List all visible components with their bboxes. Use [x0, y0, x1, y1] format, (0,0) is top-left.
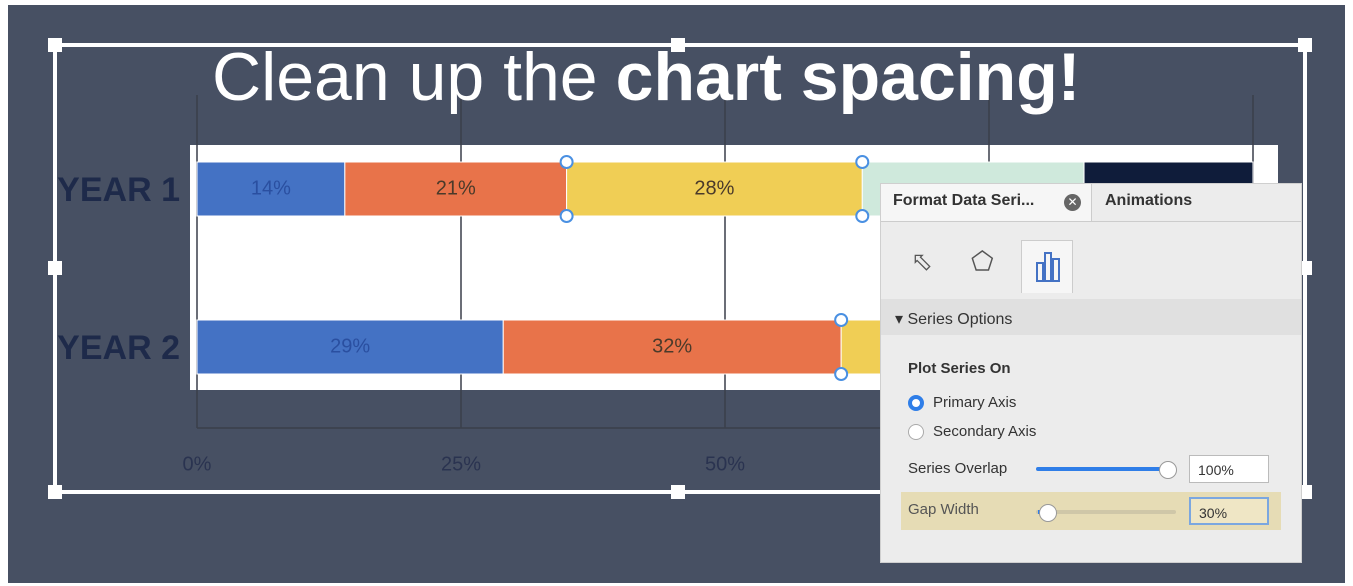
tab-label[interactable]: Animations	[1105, 192, 1193, 209]
number-input[interactable]: 30%	[1189, 497, 1269, 525]
y-tick-label: YEAR 2	[57, 329, 180, 367]
radio[interactable]	[908, 395, 924, 411]
slide-title: Clean up the chart spacing!	[212, 39, 1080, 115]
fill-icon[interactable]: ⬁	[911, 246, 933, 276]
data-label: 14%	[251, 177, 291, 199]
slider-track[interactable]	[1036, 510, 1176, 514]
section-label: Series Options	[907, 311, 1013, 328]
x-tick-label: 0%	[183, 453, 212, 475]
slider-knob[interactable]	[1039, 504, 1057, 522]
title-part: Clean up the	[212, 39, 598, 115]
close-button[interactable]: ✕	[1064, 194, 1081, 211]
section-title[interactable]: ▾ Series Options	[895, 311, 1013, 328]
selection-handle	[855, 209, 870, 223]
format-panel: Format Data Seri... ✕ Animations ⬁ ⬠ ▾ S…	[880, 183, 1302, 563]
divider	[881, 221, 1301, 222]
effects-icon[interactable]: ⬠	[971, 246, 994, 276]
data-label: 21%	[436, 177, 476, 199]
x-tick-label: 25%	[441, 453, 481, 475]
slider-track[interactable]	[1036, 467, 1166, 471]
tab-label[interactable]: Format Data Seri...	[893, 192, 1035, 209]
slider-knob[interactable]	[1159, 461, 1177, 479]
y-tick-label: YEAR 1	[57, 171, 180, 209]
tab[interactable]	[881, 184, 1092, 221]
frame-handle	[1298, 38, 1312, 52]
bar-segment	[502, 319, 842, 375]
frame-handle	[48, 261, 62, 275]
radio-label[interactable]: Primary Axis	[933, 394, 1017, 411]
selection-handle	[559, 209, 574, 223]
frame-handle	[671, 485, 685, 499]
selection-handle	[855, 155, 870, 169]
frame-handle	[48, 485, 62, 499]
group-label: Plot Series On	[908, 360, 1011, 377]
data-label: 32%	[652, 335, 692, 357]
series-options-icon[interactable]	[1021, 240, 1073, 293]
radio[interactable]	[908, 424, 924, 440]
field-label: Series Overlap	[908, 460, 1008, 477]
bar-segment	[196, 161, 346, 217]
frame-handle	[48, 38, 62, 52]
selection-handle	[834, 367, 849, 381]
selection-handle	[834, 313, 849, 327]
radio-label[interactable]: Secondary Axis	[933, 423, 1037, 440]
title-part: chart spacing!	[616, 39, 1081, 115]
data-label: 29%	[330, 335, 370, 357]
x-tick-label: 50%	[705, 453, 745, 475]
bar-segment	[196, 319, 504, 375]
selection-handle	[559, 155, 574, 169]
number-input[interactable]: 100%	[1189, 455, 1269, 483]
data-label: 28%	[694, 177, 734, 199]
bar-segment	[344, 161, 568, 217]
section-header[interactable]	[881, 299, 1301, 335]
frame-handle	[671, 38, 685, 52]
field-label: Gap Width	[908, 501, 979, 518]
